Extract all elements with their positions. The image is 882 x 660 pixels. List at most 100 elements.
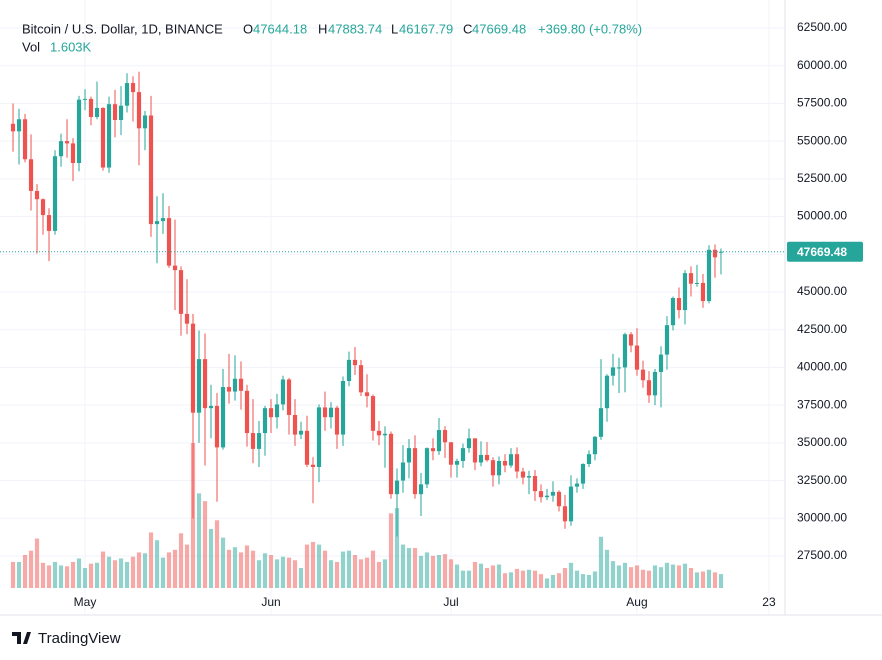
volume-bar <box>106 556 112 588</box>
volume-bar <box>280 556 286 588</box>
candle-body <box>526 476 532 478</box>
volume-bar <box>556 573 562 588</box>
candle-body <box>592 436 598 455</box>
candle-body <box>472 438 478 463</box>
volume-bar <box>628 567 634 588</box>
candle-body <box>370 396 376 431</box>
volume-bar <box>712 572 718 588</box>
volume-bar <box>214 520 220 588</box>
candle-body <box>28 159 34 191</box>
volume-bar <box>430 555 436 588</box>
volume-bar <box>622 562 628 588</box>
volume-bar <box>46 565 52 588</box>
volume-bar <box>40 562 46 588</box>
volume-bar <box>568 562 574 588</box>
volume-bar <box>580 574 586 588</box>
volume-bar <box>682 563 688 588</box>
volume-bar <box>166 552 172 588</box>
candle-body <box>10 123 16 132</box>
candle-body <box>382 433 388 436</box>
candle-body <box>64 141 70 144</box>
legend-h: H <box>318 21 327 36</box>
volume-bar <box>82 568 88 588</box>
brand-logo[interactable]: TradingView <box>12 630 121 647</box>
volume-bar <box>136 552 142 588</box>
volume-bar <box>466 570 472 588</box>
candle-body <box>442 430 448 443</box>
candle-body <box>46 215 52 231</box>
volume-bar <box>64 566 70 588</box>
volume-bar <box>178 533 184 588</box>
volume-bar <box>130 556 136 588</box>
x-tick-label: May <box>74 595 97 609</box>
volume-bar <box>634 565 640 588</box>
volume-bar <box>256 560 262 588</box>
candle-body <box>376 430 382 436</box>
volume-bar <box>70 561 76 588</box>
y-tick-label: 40000.00 <box>797 360 847 374</box>
volume-bar <box>298 568 304 588</box>
candle-body <box>226 387 232 392</box>
volume-bar <box>394 508 400 588</box>
volume-bar <box>424 552 430 588</box>
candle-body <box>664 325 670 355</box>
volume-bar <box>472 561 478 588</box>
candle-body <box>40 199 46 216</box>
legend-vol-value: 1.603K <box>50 39 92 54</box>
candle-body <box>208 405 214 409</box>
candle-body <box>580 463 586 484</box>
candle-body <box>514 454 520 472</box>
volume-bar <box>574 570 580 588</box>
candle-body <box>166 218 172 266</box>
volume-bar <box>370 550 376 588</box>
volume-bar <box>358 559 364 588</box>
volume-bar <box>340 551 346 588</box>
candle-body <box>58 141 64 157</box>
y-tick-label: 62500.00 <box>797 20 847 34</box>
volume-bar <box>514 568 520 588</box>
last-price-label: 47669.48 <box>797 245 847 259</box>
volume-bar <box>646 570 652 588</box>
candle-body <box>304 430 310 465</box>
legend-vol: Vol <box>22 39 40 54</box>
candle-body <box>430 448 436 452</box>
candle-body <box>190 323 196 413</box>
candle-body <box>196 359 202 413</box>
y-tick-label: 42500.00 <box>797 322 847 336</box>
candle-body <box>310 464 316 468</box>
candle-body <box>364 392 370 397</box>
y-tick-label: 50000.00 <box>797 209 847 223</box>
brand-name[interactable]: TradingView <box>38 630 121 647</box>
y-tick-label: 35000.00 <box>797 435 847 449</box>
candle-body <box>418 484 424 495</box>
candle-body <box>550 491 556 496</box>
volume-bar <box>16 561 22 588</box>
candle-body <box>634 345 640 370</box>
candle-body <box>568 486 574 522</box>
volume-bar <box>328 560 334 588</box>
x-tick-label: Jun <box>261 595 280 609</box>
candle-body <box>556 491 562 507</box>
volume-bar <box>172 549 178 588</box>
candle-body <box>646 380 652 396</box>
candle-body <box>292 414 298 435</box>
volume-bar <box>376 561 382 588</box>
candle-body <box>598 408 604 437</box>
candle-body <box>610 367 616 376</box>
candle-body <box>700 282 706 302</box>
candle-body <box>706 249 712 302</box>
candle-body <box>628 334 634 346</box>
candle-body <box>406 448 412 463</box>
candle-body <box>214 405 220 448</box>
logo-icon[interactable] <box>12 632 31 644</box>
volume-bar <box>706 569 712 588</box>
candle-body <box>478 454 484 463</box>
volume-bar <box>52 561 58 588</box>
candle-body <box>334 407 340 435</box>
volume-bar <box>142 553 148 588</box>
candle-body <box>652 371 658 396</box>
volume-bar <box>268 555 274 588</box>
volume-bar <box>334 561 340 588</box>
candle-body <box>502 460 508 466</box>
candle-body <box>202 359 208 409</box>
